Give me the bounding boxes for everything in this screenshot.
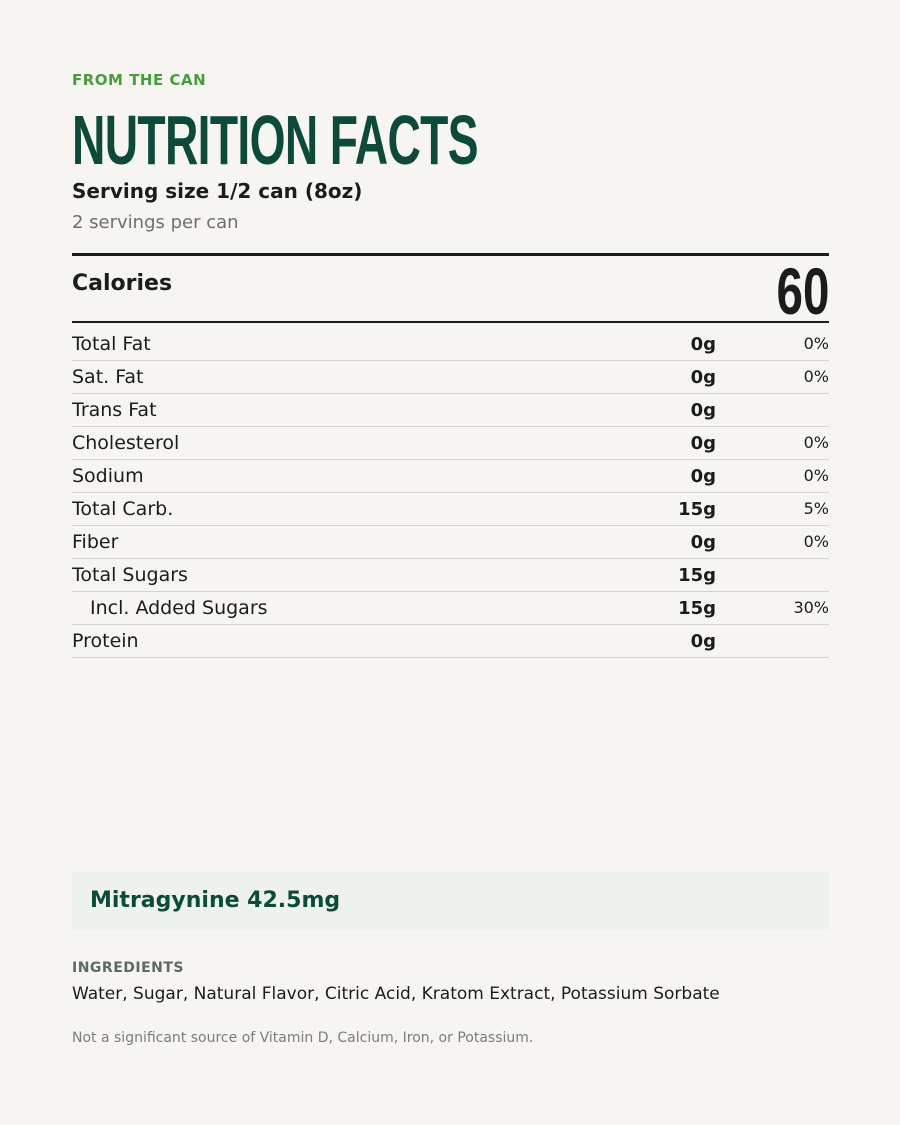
nutrient-name: Protein (72, 630, 139, 652)
nutrient-name: Fiber (72, 531, 119, 553)
nutrient-name: Total Sugars (72, 564, 188, 586)
nutrient-daily-value: 0% (803, 334, 829, 353)
nutrient-name: Sat. Fat (72, 366, 144, 388)
nutrient-daily-value: 30% (793, 598, 829, 617)
nutrient-name: Sodium (72, 465, 144, 487)
disclaimer-text: Not a significant source of Vitamin D, C… (72, 1030, 534, 1046)
nutrient-daily-value: 5% (803, 499, 829, 518)
callout-text: Mitragynine 42.5mg (90, 888, 341, 913)
nutrient-row: Incl. Added Sugars 15g 30% (72, 592, 829, 625)
page-title: NUTRITION FACTS (72, 101, 479, 179)
nutrient-amount: 0g (690, 334, 716, 355)
ingredients-heading: INGREDIENTS (72, 960, 185, 976)
nutrient-row: Total Carb. 15g 5% (72, 493, 829, 526)
nutrient-row: Trans Fat 0g (72, 394, 829, 427)
nutrient-amount: 0g (690, 466, 716, 487)
calories-value: 60 (776, 254, 829, 328)
nutrient-name: Cholesterol (72, 432, 180, 454)
nutrient-table: Total Fat 0g 0% Sat. Fat 0g 0% Trans Fat… (72, 328, 829, 658)
nutrient-daily-value: 0% (803, 466, 829, 485)
nutrient-amount: 15g (678, 565, 716, 586)
nutrient-name: Total Carb. (72, 498, 174, 520)
nutrient-daily-value: 0% (803, 532, 829, 551)
calories-divider (72, 321, 829, 323)
nutrient-row: Total Fat 0g 0% (72, 328, 829, 361)
nutrient-row: Sodium 0g 0% (72, 460, 829, 493)
nutrient-amount: 0g (690, 631, 716, 652)
nutrient-amount: 0g (690, 367, 716, 388)
calories-label: Calories (72, 271, 173, 296)
serving-size: Serving size 1/2 can (8oz) (72, 179, 363, 203)
nutrient-row: Fiber 0g 0% (72, 526, 829, 559)
servings-per-container: 2 servings per can (72, 212, 239, 233)
nutrient-amount: 0g (690, 400, 716, 421)
nutrient-row: Protein 0g (72, 625, 829, 658)
nutrient-amount: 15g (678, 598, 716, 619)
nutrient-amount: 15g (678, 499, 716, 520)
nutrient-amount: 0g (690, 532, 716, 553)
nutrient-row: Sat. Fat 0g 0% (72, 361, 829, 394)
nutrient-name: Total Fat (72, 333, 151, 355)
nutrient-daily-value: 0% (803, 367, 829, 386)
nutrient-name: Trans Fat (72, 399, 157, 421)
nutrient-amount: 0g (690, 433, 716, 454)
nutrient-row: Cholesterol 0g 0% (72, 427, 829, 460)
eyebrow-label: FROM THE CAN (72, 71, 207, 89)
active-ingredient-callout: Mitragynine 42.5mg (72, 872, 829, 930)
nutrient-daily-value: 0% (803, 433, 829, 452)
nutrient-row: Total Sugars 15g (72, 559, 829, 592)
top-divider (72, 253, 829, 256)
ingredients-list: Water, Sugar, Natural Flavor, Citric Aci… (72, 984, 720, 1004)
nutrient-name: Incl. Added Sugars (90, 597, 268, 619)
